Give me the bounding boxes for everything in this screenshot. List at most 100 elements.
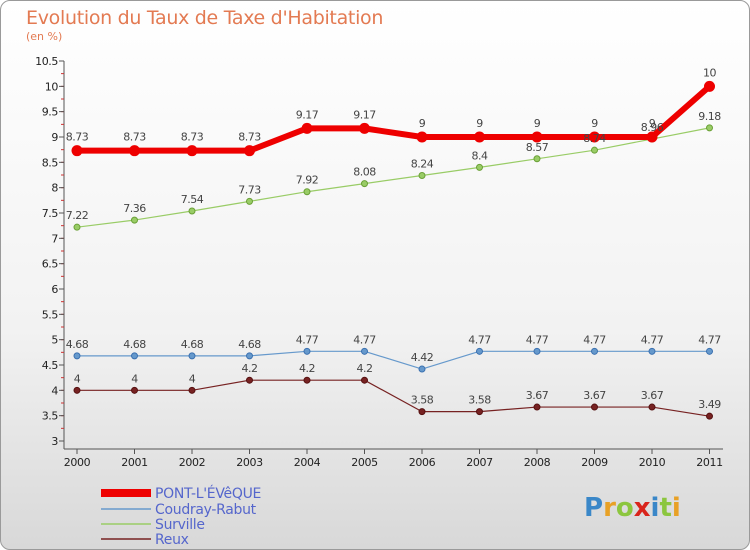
data-label: 4.2	[299, 362, 315, 375]
legend-item: Coudray-Rabut	[101, 502, 257, 518]
data-point	[646, 131, 658, 143]
data-point	[73, 352, 81, 360]
y-tick-label: 5.5	[42, 308, 59, 321]
data-point	[476, 163, 483, 171]
data-label: 9	[591, 117, 598, 130]
data-label: 4	[131, 372, 138, 385]
data-label: 8.4	[472, 149, 488, 162]
data-label: 8.24	[411, 158, 434, 171]
data-labels-layer: 7.22 7.36 7.54 7.73 7.92 8.08 8.24 8.4 8.57 8.74 8…	[66, 66, 722, 411]
logo-letter: t	[659, 493, 672, 523]
data-point	[591, 347, 598, 355]
data-point	[188, 207, 196, 215]
data-label: 9.17	[296, 108, 319, 121]
data-point	[533, 403, 541, 411]
data-label: 3.67	[641, 389, 664, 402]
data-label: 4.2	[357, 362, 373, 375]
data-label: 4.77	[468, 333, 491, 346]
legend-label: Coudray-Rabut	[155, 502, 257, 518]
y-tick-label: 9	[51, 131, 58, 144]
y-tick-label: 4.5	[42, 359, 59, 372]
data-label: 9	[476, 117, 483, 130]
y-tick-label: 6.5	[42, 258, 59, 271]
x-tick-label: 2011	[696, 456, 722, 469]
data-point	[186, 145, 198, 157]
data-point	[706, 412, 713, 420]
data-label: 8.57	[526, 141, 549, 154]
data-label: 10	[703, 66, 716, 79]
x-tick-label: 2005	[351, 456, 378, 469]
legend-label: Surville	[155, 517, 205, 533]
legend-item: Surville	[101, 517, 205, 533]
data-label: 4.68	[123, 338, 146, 351]
series-layer	[71, 80, 715, 420]
data-label: 8.73	[123, 131, 146, 144]
data-point	[246, 376, 253, 384]
data-label: 7.92	[296, 174, 319, 187]
y-tick-label: 7	[51, 232, 58, 245]
data-point	[476, 347, 483, 355]
data-label: 8.73	[238, 131, 261, 144]
x-tick-label: 2001	[121, 456, 147, 469]
x-tick-label: 2010	[639, 456, 666, 469]
data-point	[704, 80, 715, 92]
data-label: 8.96	[641, 121, 664, 134]
data-label: 4.42	[411, 351, 434, 364]
series-line	[76, 127, 710, 228]
data-point	[533, 347, 541, 355]
data-label: 8.08	[353, 166, 376, 179]
data-label: 8.74	[583, 132, 606, 145]
data-point	[361, 180, 368, 188]
logo-letter: x	[633, 493, 651, 523]
data-point	[131, 216, 138, 224]
x-tick-label: 2004	[294, 456, 321, 469]
y-tick-label: 9.5	[42, 106, 59, 119]
data-point	[418, 172, 426, 180]
data-point	[131, 386, 138, 394]
data-point	[706, 124, 713, 132]
data-point	[129, 145, 140, 157]
x-tick-label: 2006	[409, 456, 436, 469]
series-line	[77, 350, 710, 370]
data-point	[244, 145, 255, 157]
logo-letter: i	[650, 493, 660, 523]
data-point	[474, 131, 485, 143]
legend-item: PONT-L'ÉVêQUE	[101, 485, 261, 502]
y-tick-label: 7.5	[42, 207, 59, 220]
x-tick-label: 2007	[466, 456, 493, 469]
series-2	[73, 124, 713, 231]
y-tick-label: 8	[51, 182, 58, 195]
data-label: 9.17	[353, 108, 376, 121]
data-point	[361, 376, 368, 384]
data-label: 7.54	[181, 193, 204, 206]
chart-title: Evolution du Taux de Taxe d'Habitation	[26, 7, 384, 29]
data-label: 9	[649, 117, 656, 130]
data-label: 3.67	[526, 389, 549, 402]
data-point	[303, 188, 311, 196]
y-tick-label: 10.5	[35, 55, 58, 68]
x-tick-label: 2002	[179, 456, 205, 469]
data-point	[476, 408, 483, 416]
data-label: 8.73	[181, 131, 204, 144]
data-point	[188, 352, 196, 360]
data-point	[706, 347, 713, 355]
data-point	[533, 155, 541, 163]
data-point	[418, 365, 426, 373]
logo-letter: P	[584, 493, 604, 523]
x-tick-label: 2003	[236, 456, 263, 469]
data-point	[301, 122, 313, 134]
data-point	[303, 376, 311, 384]
data-label: 7.73	[238, 183, 261, 196]
legend-label: PONT-L'ÉVêQUE	[155, 485, 261, 502]
data-point	[246, 352, 253, 360]
y-tick-label: 5	[51, 334, 58, 347]
data-point	[648, 403, 656, 411]
data-point	[416, 131, 428, 143]
data-label: 9	[534, 117, 541, 130]
y-tick-label: 4	[51, 384, 58, 397]
data-point	[246, 197, 253, 205]
logo-letter: r	[603, 493, 616, 523]
data-point	[589, 131, 600, 143]
